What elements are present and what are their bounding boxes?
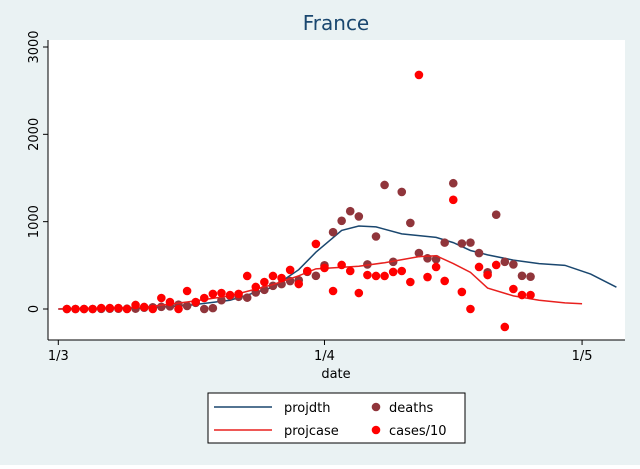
- point: [371, 271, 381, 281]
- point: [157, 293, 166, 303]
- legend-swatch: [371, 402, 381, 412]
- point: [303, 266, 312, 276]
- y-tick-label: 3000: [27, 30, 42, 63]
- x-tick-label: 1/5: [572, 349, 593, 364]
- point: [440, 238, 449, 247]
- point: [337, 260, 346, 270]
- plot-area: [48, 40, 625, 340]
- point: [79, 304, 89, 314]
- point: [260, 277, 269, 287]
- point: [251, 282, 261, 292]
- point: [139, 302, 149, 312]
- point: [526, 272, 535, 281]
- point: [311, 271, 321, 281]
- point: [414, 70, 424, 80]
- point: [466, 238, 475, 247]
- point: [208, 303, 218, 313]
- point: [122, 304, 132, 314]
- point: [517, 271, 527, 281]
- point: [294, 279, 304, 289]
- point: [345, 206, 355, 216]
- point: [380, 271, 389, 281]
- legend-label: deaths: [389, 401, 434, 416]
- point: [328, 286, 338, 296]
- point: [397, 187, 407, 197]
- point: [414, 248, 424, 258]
- point: [363, 270, 372, 280]
- point: [285, 265, 295, 275]
- point: [320, 263, 329, 273]
- point: [131, 300, 140, 310]
- x-tick-label: 1/3: [48, 349, 69, 364]
- point: [474, 262, 484, 272]
- point: [199, 293, 209, 303]
- point: [225, 290, 235, 300]
- y-tick-label: 0: [27, 305, 42, 313]
- point: [208, 289, 218, 299]
- point: [328, 227, 338, 237]
- point: [380, 180, 389, 190]
- x-tick-label: 1/4: [314, 349, 335, 364]
- x-axis-label: date: [321, 367, 350, 382]
- point: [88, 304, 97, 314]
- point: [431, 262, 441, 272]
- point: [62, 304, 72, 314]
- point: [526, 290, 535, 300]
- y-tick-label: 2000: [27, 118, 42, 151]
- y-tick-label: 1000: [27, 205, 42, 238]
- point: [234, 289, 243, 299]
- legend-label: cases/10: [389, 424, 447, 439]
- point: [268, 271, 278, 281]
- chart-title: France: [303, 11, 370, 35]
- point: [182, 286, 192, 296]
- point: [466, 304, 475, 314]
- point: [371, 232, 381, 241]
- legend-box: [207, 392, 466, 444]
- legend-swatch: [371, 425, 381, 435]
- point: [397, 266, 407, 276]
- point: [406, 277, 415, 287]
- point: [96, 303, 106, 313]
- point: [337, 216, 346, 226]
- point: [388, 267, 398, 277]
- point: [191, 297, 200, 307]
- point: [217, 288, 226, 298]
- point: [199, 304, 209, 314]
- point: [242, 293, 252, 302]
- point: [182, 301, 192, 311]
- point: [148, 304, 158, 314]
- point: [277, 273, 286, 283]
- point: [311, 239, 321, 249]
- point: [483, 270, 492, 280]
- point: [165, 297, 175, 307]
- point: [174, 304, 183, 314]
- point: [242, 271, 252, 281]
- point: [491, 210, 501, 219]
- point: [500, 322, 510, 332]
- legend-label: projcase: [284, 424, 339, 439]
- point: [491, 260, 501, 270]
- point: [457, 239, 467, 248]
- point: [157, 302, 166, 312]
- point: [448, 195, 458, 205]
- point: [71, 304, 80, 314]
- point: [114, 303, 123, 313]
- point: [509, 284, 518, 294]
- point: [423, 272, 432, 282]
- point: [406, 218, 415, 228]
- point: [440, 276, 449, 286]
- point: [509, 260, 518, 269]
- point: [517, 290, 527, 300]
- point: [354, 212, 364, 221]
- point: [354, 288, 364, 298]
- point: [448, 178, 458, 188]
- point: [345, 266, 355, 276]
- point: [457, 287, 467, 297]
- legend-label: projdth: [284, 401, 330, 416]
- point: [105, 303, 115, 313]
- point: [474, 248, 484, 258]
- point: [500, 257, 510, 267]
